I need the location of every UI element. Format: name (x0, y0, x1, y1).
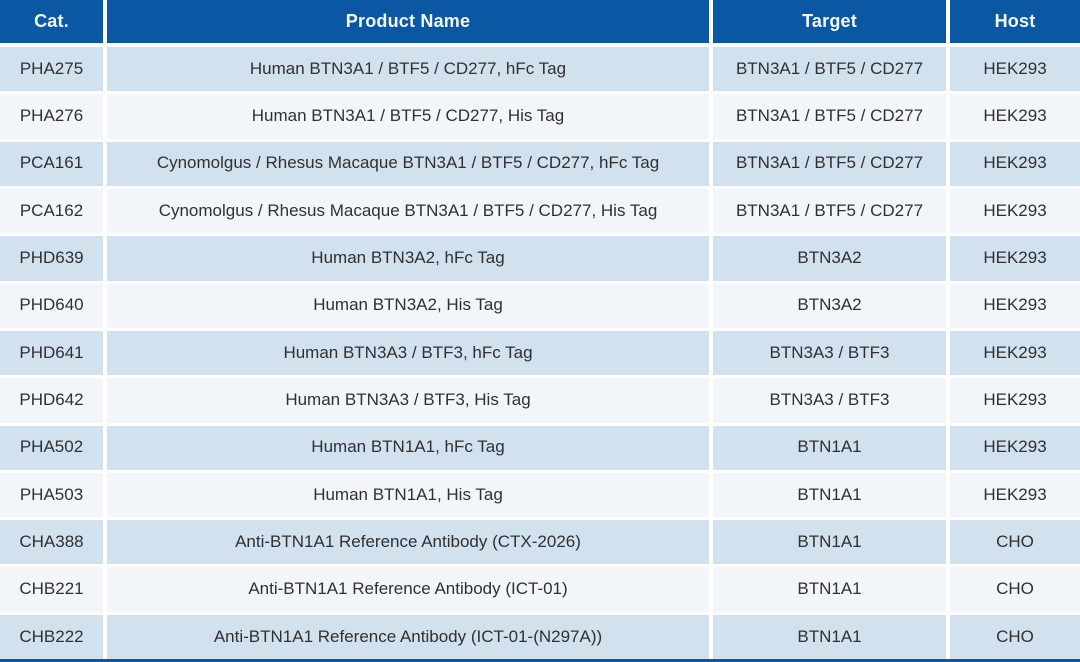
table-row: PCA161 Cynomolgus / Rhesus Macaque BTN3A1… (0, 141, 1080, 186)
cell-target: BTN3A1 / BTF5 / CD277 (713, 94, 946, 139)
cell-product: Human BTN3A2, His Tag (107, 283, 709, 328)
table-row: PHA275 Human BTN3A1 / BTF5 / CD277, hFc T… (0, 47, 1080, 92)
cell-host: HEK293 (950, 378, 1080, 423)
table-row: PHD642 Human BTN3A3 / BTF3, His Tag BTN3A3… (0, 378, 1080, 423)
cell-host: CHO (950, 567, 1080, 612)
cell-cat: PCA161 (0, 141, 103, 186)
table-row: CHB221 Anti-BTN1A1 Reference Antibody (IC… (0, 567, 1080, 612)
table-row: PHA502 Human BTN1A1, hFc Tag BTN1A1 HEK293 (0, 425, 1080, 470)
cell-cat: PHA275 (0, 47, 103, 92)
table-row: PCA162 Cynomolgus / Rhesus Macaque BTN3A1… (0, 188, 1080, 234)
cell-cat: PHA276 (0, 94, 103, 139)
cell-product: Human BTN1A1, His Tag (107, 472, 709, 518)
cell-host: CHO (950, 520, 1080, 565)
cell-target: BTN3A3 / BTF3 (713, 378, 946, 423)
cell-cat: CHB222 (0, 614, 103, 660)
cell-host: HEK293 (950, 330, 1080, 376)
cell-product: Human BTN3A3 / BTF3, hFc Tag (107, 330, 709, 376)
table-row: PHA503 Human BTN1A1, His Tag BTN1A1 HEK293 (0, 472, 1080, 518)
table-row: PHD641 Human BTN3A3 / BTF3, hFc Tag BTN3A3… (0, 330, 1080, 376)
cell-target: BTN3A1 / BTF5 / CD277 (713, 141, 946, 186)
cell-product: Human BTN3A1 / BTF5 / CD277, hFc Tag (107, 47, 709, 92)
table-body: PHA275 Human BTN3A1 / BTF5 / CD277, hFc T… (0, 43, 1080, 660)
cell-cat: CHA388 (0, 520, 103, 565)
table-row: PHD640 Human BTN3A2, His Tag BTN3A2 HEK293 (0, 283, 1080, 328)
cell-cat: PHD639 (0, 236, 103, 281)
cell-target: BTN1A1 (713, 614, 946, 660)
cell-host: HEK293 (950, 283, 1080, 328)
table-row: CHA388 Anti-BTN1A1 Reference Antibody (CT… (0, 520, 1080, 565)
cell-host: HEK293 (950, 94, 1080, 139)
table-header-row: Cat. Product Name Target Host (0, 0, 1080, 43)
cell-host: HEK293 (950, 472, 1080, 518)
cell-target: BTN1A1 (713, 520, 946, 565)
cell-product: Anti-BTN1A1 Reference Antibody (CTX-2026… (107, 520, 709, 565)
table-row: PHA276 Human BTN3A1 / BTF5 / CD277, His T… (0, 94, 1080, 139)
cell-host: HEK293 (950, 141, 1080, 186)
column-header-product-name: Product Name (107, 0, 709, 43)
cell-host: HEK293 (950, 236, 1080, 281)
column-header-cat: Cat. (0, 0, 103, 43)
cell-target: BTN3A1 / BTF5 / CD277 (713, 47, 946, 92)
cell-cat: PCA162 (0, 188, 103, 234)
cell-cat: PHD642 (0, 378, 103, 423)
cell-product: Human BTN3A3 / BTF3, His Tag (107, 378, 709, 423)
cell-product: Human BTN1A1, hFc Tag (107, 425, 709, 470)
cell-target: BTN3A1 / BTF5 / CD277 (713, 188, 946, 234)
cell-cat: CHB221 (0, 567, 103, 612)
cell-cat: PHA503 (0, 472, 103, 518)
cell-cat: PHD640 (0, 283, 103, 328)
cell-host: HEK293 (950, 425, 1080, 470)
cell-product: Human BTN3A2, hFc Tag (107, 236, 709, 281)
table-row: CHB222 Anti-BTN1A1 Reference Antibody (IC… (0, 614, 1080, 660)
cell-product: Human BTN3A1 / BTF5 / CD277, His Tag (107, 94, 709, 139)
table-row: PHD639 Human BTN3A2, hFc Tag BTN3A2 HEK293 (0, 236, 1080, 281)
cell-target: BTN1A1 (713, 567, 946, 612)
cell-target: BTN3A3 / BTF3 (713, 330, 946, 376)
cell-target: BTN1A1 (713, 425, 946, 470)
cell-cat: PHD641 (0, 330, 103, 376)
cell-target: BTN3A2 (713, 283, 946, 328)
column-header-host: Host (950, 0, 1080, 43)
cell-cat: PHA502 (0, 425, 103, 470)
cell-host: HEK293 (950, 188, 1080, 234)
column-header-target: Target (713, 0, 946, 43)
cell-target: BTN1A1 (713, 472, 946, 518)
cell-product: Cynomolgus / Rhesus Macaque BTN3A1 / BTF… (107, 141, 709, 186)
bottom-accent-bar (0, 659, 1080, 662)
cell-host: HEK293 (950, 47, 1080, 92)
cell-product: Anti-BTN1A1 Reference Antibody (ICT-01-(… (107, 614, 709, 660)
cell-host: CHO (950, 614, 1080, 660)
cell-product: Anti-BTN1A1 Reference Antibody (ICT-01) (107, 567, 709, 612)
cell-product: Cynomolgus / Rhesus Macaque BTN3A1 / BTF… (107, 188, 709, 234)
cell-target: BTN3A2 (713, 236, 946, 281)
